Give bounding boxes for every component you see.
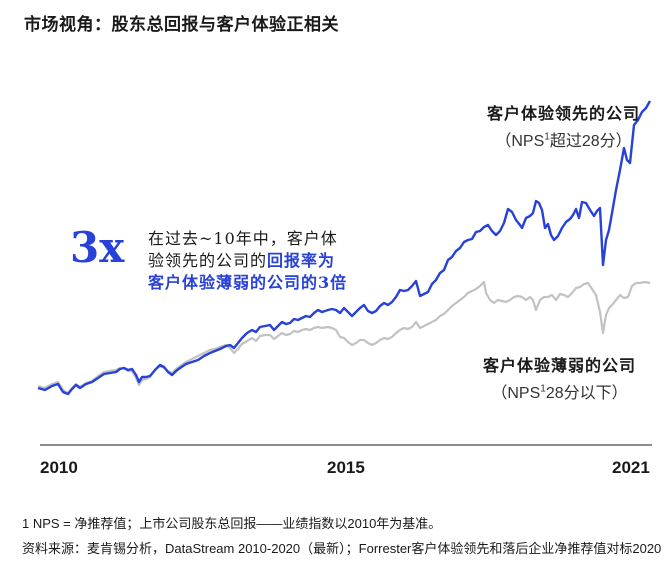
leaders-label-sub: （NPS1超过28分） bbox=[487, 127, 640, 151]
laggards-sub-pre: （NPS bbox=[491, 385, 541, 402]
callout-multiplier: 3x bbox=[70, 223, 125, 272]
leaders-sub-post: 超过28分） bbox=[549, 133, 632, 150]
leaders-label-name: 客户体验领先的公司 bbox=[486, 104, 640, 123]
laggards-label: 客户体验薄弱的公司 （NPS128分以下） bbox=[483, 352, 636, 403]
footnote-ref: 1 bbox=[544, 131, 550, 143]
source-note: 资料来源：麦肯锡分析，DataStream 2010-2020（最新）；Forr… bbox=[22, 541, 662, 556]
leaders-line bbox=[37, 100, 652, 396]
x-tick-2015: 2015 bbox=[327, 458, 365, 477]
callout-line-1: 在过去~10年中，客户体 bbox=[148, 229, 338, 248]
footnote: 1 NPS = 净推荐值；上市公司股东总回报——业绩指数以2010年为基准。 bbox=[22, 516, 442, 531]
leaders-label: 客户体验领先的公司 （NPS1超过28分） bbox=[487, 100, 640, 151]
callout-line-2-plain: 验领先的公司的 bbox=[148, 251, 268, 270]
callout-line-2-highlight: 回报率为 bbox=[267, 251, 336, 270]
laggards-label-name: 客户体验薄弱的公司 bbox=[482, 356, 636, 375]
laggards-sub-post: 28分以下） bbox=[545, 385, 628, 402]
callout-line-2: 验领先的公司的回报率为 bbox=[148, 250, 398, 272]
callout-text: 在过去~10年中，客户体 验领先的公司的回报率为 客户体验薄弱的公司的3倍 bbox=[148, 228, 398, 294]
leaders-sub-pre: （NPS bbox=[495, 133, 545, 150]
footnote-ref: 1 bbox=[540, 383, 546, 395]
x-axis-line bbox=[40, 444, 652, 446]
callout-line-3: 客户体验薄弱的公司的3倍 bbox=[148, 273, 348, 292]
x-tick-2021: 2021 bbox=[612, 458, 650, 477]
laggards-label-sub: （NPS128分以下） bbox=[483, 379, 636, 403]
chart-title: 市场视角：股东总回报与客户体验正相关 bbox=[24, 15, 339, 35]
x-tick-2010: 2010 bbox=[40, 458, 78, 477]
